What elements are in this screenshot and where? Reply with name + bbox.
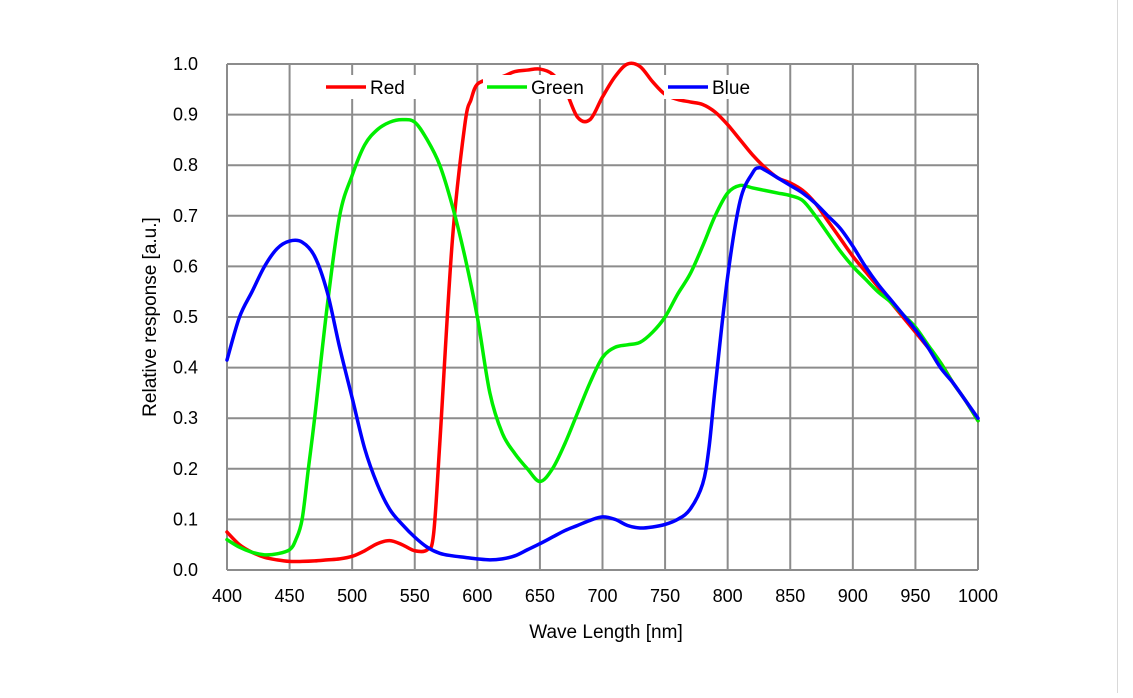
x-tick-label: 700 <box>587 586 617 606</box>
series-line-red <box>225 61 980 564</box>
page-edge-divider <box>1117 0 1118 693</box>
x-tick-label: 750 <box>650 586 680 606</box>
x-tick-label: 550 <box>400 586 430 606</box>
y-tick-label: 0.9 <box>173 105 198 125</box>
y-tick-label: 0.2 <box>173 459 198 479</box>
y-axis-title: Relative response [a.u.] <box>140 217 161 417</box>
x-axis-title: Wave Length [nm] <box>529 622 682 643</box>
x-tick-label: 600 <box>462 586 492 606</box>
y-tick-label: 0.5 <box>173 307 198 327</box>
x-tick-label: 850 <box>775 586 805 606</box>
x-tick-label: 650 <box>525 586 555 606</box>
x-tick-label: 950 <box>900 586 930 606</box>
x-tick-label: 500 <box>337 586 367 606</box>
series-line-blue <box>225 165 980 562</box>
y-tick-label: 0.3 <box>173 408 198 428</box>
legend: Red Green Blue <box>322 75 760 99</box>
legend-label-red: Red <box>370 78 405 99</box>
x-tick-label: 400 <box>212 586 242 606</box>
series-layer <box>225 61 980 564</box>
x-tick-label: 800 <box>713 586 743 606</box>
y-tick-label: 0.6 <box>173 256 198 276</box>
x-tick-label: 1000 <box>958 586 998 606</box>
y-axis-ticks: 0.0 0.1 0.2 0.3 0.4 0.5 0.6 0.7 0.8 0.9 1.0 <box>173 54 198 580</box>
legend-label-blue: Blue <box>712 78 750 99</box>
y-tick-label: 0.0 <box>173 560 198 580</box>
y-tick-label: 0.8 <box>173 155 198 175</box>
x-axis-ticks: 400 450 500 550 600 650 700 750 800 850 900 950 1000 <box>212 586 998 606</box>
x-tick-label: 450 <box>275 586 305 606</box>
legend-label-green: Green <box>531 78 584 99</box>
y-tick-label: 0.1 <box>173 509 198 529</box>
x-tick-label: 900 <box>838 586 868 606</box>
y-tick-label: 1.0 <box>173 54 198 74</box>
y-tick-label: 0.7 <box>173 206 198 226</box>
y-tick-label: 0.4 <box>173 358 198 378</box>
series-line-green <box>225 117 980 557</box>
